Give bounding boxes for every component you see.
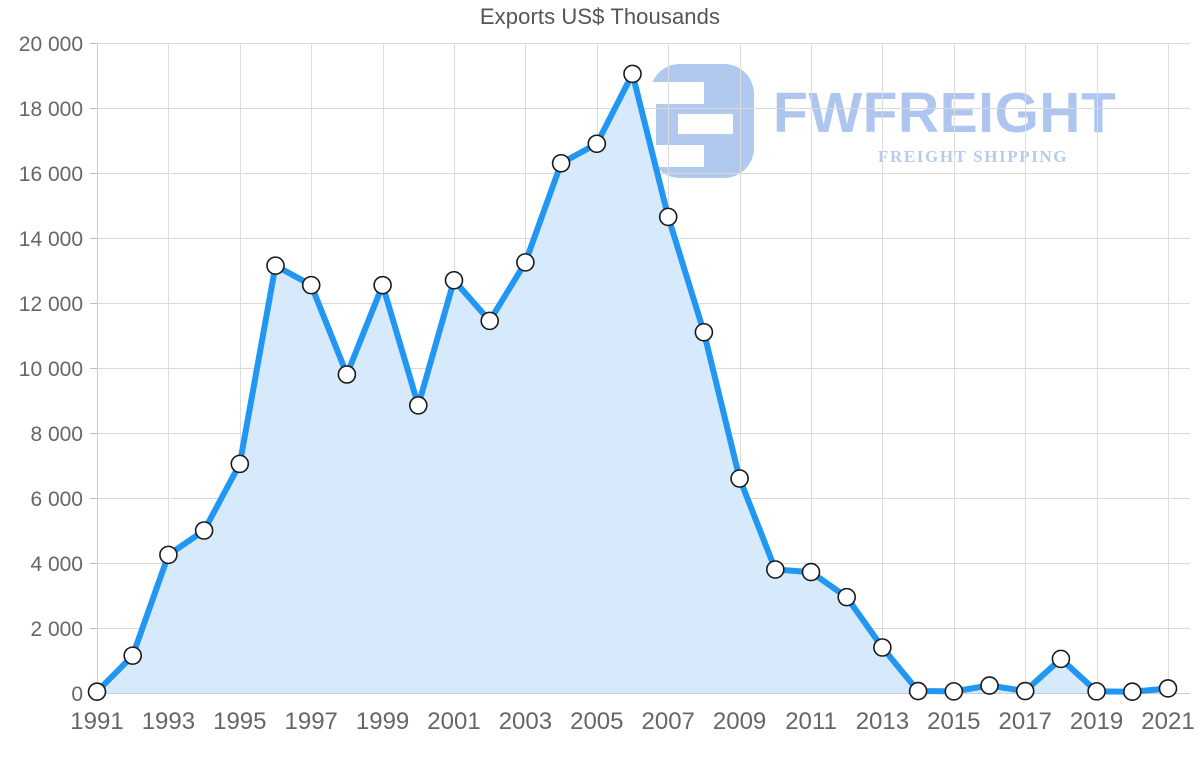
chart-title: Exports US$ Thousands: [479, 4, 721, 29]
data-point-marker: [1015, 681, 1035, 701]
axis-lines: [97, 43, 1190, 694]
x-axis-tick-label: 2003: [499, 708, 552, 735]
data-point-marker: [230, 454, 250, 474]
data-point-marker: [408, 396, 428, 415]
data-point-marker: [1051, 649, 1071, 669]
data-point-marker: [623, 64, 642, 84]
data-point-marker: [801, 562, 821, 582]
x-axis-tick-label: 2021: [1141, 708, 1194, 735]
data-markers: [87, 64, 1178, 702]
data-point-marker: [194, 521, 214, 540]
data-point-marker: [123, 646, 142, 665]
data-point-marker: [551, 153, 571, 173]
data-point-marker: [373, 275, 392, 295]
x-axis-tick-label: 2013: [856, 708, 909, 735]
y-axis-tick-label: 2 000: [30, 618, 83, 641]
data-point-marker: [1158, 679, 1178, 698]
data-point-marker: [266, 256, 285, 275]
x-axis-tick-label: 1997: [285, 708, 338, 735]
x-axis-tick-label: 2005: [570, 708, 623, 735]
tick-marks: [90, 43, 97, 694]
data-point-marker: [301, 275, 321, 295]
area-fill: [97, 73, 1168, 693]
y-axis-tick-label: 10 000: [19, 358, 83, 381]
x-axis-tick-label: 1995: [213, 708, 266, 735]
y-axis-tick-label: 14 000: [19, 228, 83, 251]
y-axis-tick-label: 4 000: [30, 553, 83, 576]
data-point-marker: [980, 676, 999, 695]
x-axis-tick-label: 2017: [999, 708, 1052, 735]
x-axis-tick-label: 2019: [1070, 708, 1123, 735]
data-point-marker: [516, 253, 535, 272]
data-point-marker: [908, 681, 928, 701]
x-axis-tick-label: 2011: [785, 708, 837, 735]
data-point-marker: [694, 322, 714, 342]
data-point-marker: [765, 560, 785, 579]
y-axis-tick-label: 16 000: [19, 163, 83, 186]
y-axis-tick-label: 18 000: [19, 98, 83, 121]
data-point-marker: [444, 270, 464, 290]
x-axis-tick-label: 1993: [142, 708, 195, 735]
y-axis-tick-label: 8 000: [30, 423, 83, 446]
data-point-marker: [944, 682, 964, 701]
y-axis-tick-label: 0: [71, 683, 83, 706]
x-axis-tick-label: 2015: [927, 708, 980, 735]
x-axis-tick-label: 2001: [427, 708, 480, 735]
data-point-marker: [337, 365, 357, 384]
y-axis-tick-label: 20 000: [19, 33, 83, 56]
x-axis-tick-labels: 1991 1993 1995 1997 1999 2001 2003 2005 2007 2009…: [70, 708, 1194, 735]
y-axis-tick-labels: 0 2 000 4 000 6 000 8 000 10 000 12 000 14 000 1…: [19, 33, 83, 706]
data-point-marker: [87, 682, 107, 702]
data-point-marker: [658, 207, 678, 227]
x-axis-tick-label: 2007: [642, 708, 695, 735]
data-point-marker: [1087, 682, 1106, 701]
data-point-marker: [159, 545, 178, 565]
data-point-marker: [480, 311, 500, 331]
y-axis-tick-label: 6 000: [30, 488, 83, 511]
x-axis-tick-label: 1999: [356, 708, 409, 735]
data-point-marker: [837, 587, 857, 607]
data-point-marker: [587, 134, 607, 154]
y-axis-tick-label: 12 000: [19, 293, 83, 316]
data-point-marker: [730, 469, 749, 488]
data-point-marker: [873, 638, 892, 657]
x-axis-tick-label: 2009: [713, 708, 766, 735]
x-axis-tick-label: 1991: [70, 708, 123, 735]
data-point-marker: [1123, 682, 1142, 702]
